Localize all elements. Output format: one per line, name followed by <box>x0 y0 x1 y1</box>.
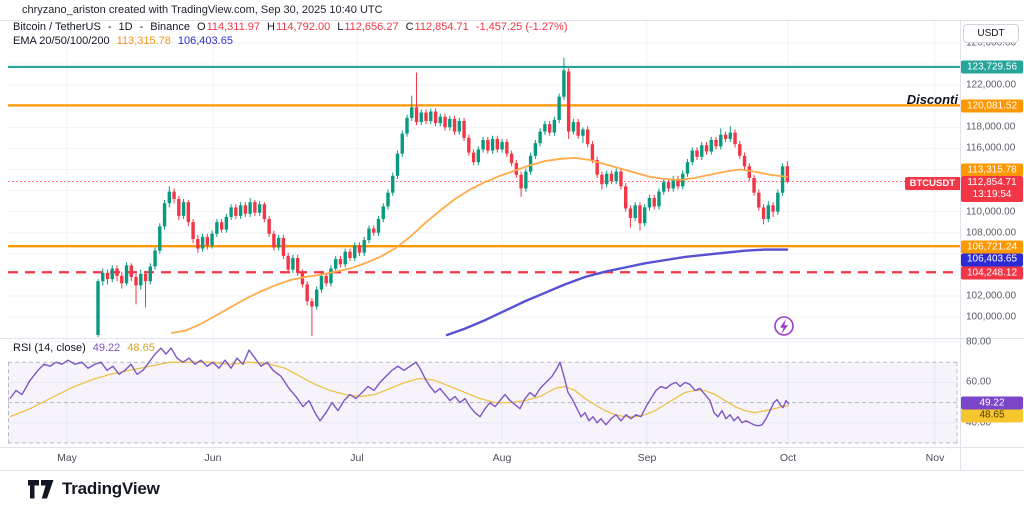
exchange-label[interactable]: Binance <box>150 21 191 33</box>
month-label-nov: Nov <box>925 452 945 464</box>
rsi-band <box>8 361 958 444</box>
close-value: C112,854.71 <box>405 21 469 33</box>
month-label-jul: Jul <box>350 452 364 464</box>
badge-level-123729: 123,729.56 <box>961 60 1023 74</box>
month-label-aug: Aug <box>492 452 512 464</box>
price-axis-tick: 110,000.00 <box>966 206 1016 218</box>
tradingview-logo-icon <box>28 479 54 498</box>
drawing-label[interactable]: Disconti <box>906 92 958 107</box>
rsi-legend: RSI (14, close) 49.22 48.65 <box>13 342 155 354</box>
grid-lines <box>8 21 960 446</box>
badge-last-price: 112,854.71 13:19:54 <box>961 176 1023 202</box>
ema-fast-value: 113,315.78 <box>116 35 171 47</box>
month-label-sep: Sep <box>637 452 657 464</box>
rsi-value: 49.22 <box>92 342 121 354</box>
ema-fast-line <box>171 156 788 334</box>
tradingview-logo-text: TradingView <box>62 479 160 498</box>
rsi-axis-tick: 80.00 <box>966 336 992 348</box>
tradingview-logo[interactable]: TradingView <box>28 479 160 499</box>
price-axis-scale[interactable] <box>961 20 1024 447</box>
bar-countdown: 13:19:54 <box>972 189 1012 200</box>
open-value: O114,311.97 <box>197 21 260 33</box>
price-axis-tick: 100,000.00 <box>966 311 1017 323</box>
price-axis-border <box>960 20 961 470</box>
price-axis-tick: 122,000.00 <box>966 79 1017 91</box>
month-label-may: May <box>57 452 77 464</box>
ema-legend: EMA 20/50/100/200 113,315.78 106,403.65 <box>13 35 233 47</box>
price-level-lines <box>8 65 960 274</box>
lightning-bubble-icon[interactable] <box>774 316 794 336</box>
high-value: H114,792.00 <box>267 21 331 33</box>
low-value: L112,656.27 <box>337 21 399 33</box>
currency-unit-button[interactable]: USDT <box>963 24 1019 43</box>
symbol-legend: Bitcoin / TetherUS - 1D - Binance O114,3… <box>13 21 568 33</box>
ema-label[interactable]: EMA 20/50/100/200 <box>13 35 110 47</box>
badge-ema-fast: 113,315.78 <box>961 163 1023 177</box>
badge-level-106721: 106,721.24 <box>961 240 1023 254</box>
rsi-axis-tick: 60.00 <box>966 376 992 388</box>
month-label-jun: Jun <box>204 452 222 464</box>
timeframe-label[interactable]: 1D <box>118 21 133 33</box>
badge-rsi: 49.22 <box>961 396 1023 410</box>
legend-separator: - <box>107 21 112 33</box>
ema-slow-line <box>445 248 789 337</box>
rsi-label[interactable]: RSI (14, close) <box>13 342 86 354</box>
change-value: -1,457.25 (-1.27%) <box>475 21 568 33</box>
symbol-price-tag: BTCUSDT <box>904 177 960 190</box>
footer-separator <box>0 470 1024 471</box>
rsi-line <box>9 347 790 427</box>
legend-separator: - <box>139 21 144 33</box>
symbol-name[interactable]: Bitcoin / TetherUS <box>13 21 101 33</box>
candles-layer <box>96 57 790 338</box>
ema-slow-value: 106,403.65 <box>177 35 233 47</box>
time-axis-separator <box>0 447 1024 448</box>
attribution-text: chryzano_ariston created with TradingVie… <box>22 4 383 16</box>
price-axis-tick: 118,000.00 <box>966 121 1016 133</box>
price-axis-tick: 108,000.00 <box>966 227 1017 239</box>
month-label-oct: Oct <box>779 452 797 464</box>
badge-ema-slow: 106,403.65 <box>961 253 1023 266</box>
badge-level-104248: 104,248.12 <box>961 266 1023 280</box>
pane-separator[interactable] <box>0 338 1024 339</box>
badge-level-120081: 120,081.52 <box>961 99 1023 113</box>
price-axis-tick: 116,000.00 <box>966 142 1016 154</box>
price-axis-tick: 126,000.00 <box>966 37 1017 49</box>
rsi-axis-tick: 40.00 <box>966 417 992 429</box>
price-axis-tick: 102,000.00 <box>966 290 1017 302</box>
badge-rsi-ma: 48.65 <box>961 409 1023 422</box>
rsi-ma-value: 48.65 <box>127 342 155 354</box>
time-axis-scale[interactable] <box>0 447 1024 470</box>
header-separator <box>0 20 1024 21</box>
